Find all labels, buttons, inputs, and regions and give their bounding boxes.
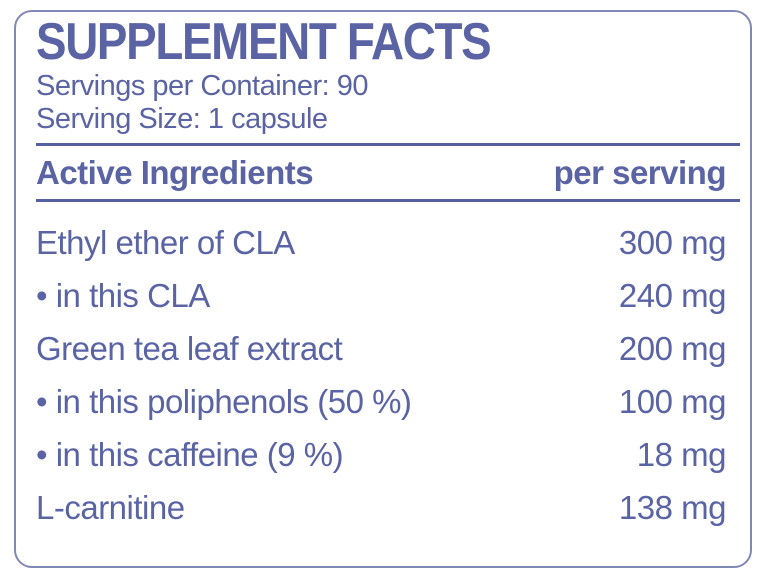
ingredient-table: Ethyl ether of CLA 300 mg • in this CLA … — [36, 202, 727, 534]
table-row: • in this poliphenols (50 %) 100 mg — [36, 375, 727, 428]
divider-below-header — [36, 199, 740, 202]
ingredient-amount: 100 mg — [618, 382, 727, 420]
table-row: Green tea leaf extract 200 mg — [36, 322, 727, 375]
ingredient-name: Ethyl ether of CLA — [36, 223, 295, 261]
ingredient-amount: 240 mg — [618, 276, 727, 314]
ingredient-amount: 138 mg — [618, 488, 727, 526]
panel-title: SUPPLEMENT FACTS — [36, 13, 492, 71]
servings-per-container: Servings per Container: 90 — [36, 70, 368, 102]
supplement-facts-panel: SUPPLEMENT FACTS Servings per Container:… — [14, 10, 752, 568]
ingredient-name: • in this CLA — [36, 276, 210, 314]
ingredient-name: • in this caffeine (9 %) — [36, 435, 344, 473]
table-row: • in this caffeine (9 %) 18 mg — [36, 428, 727, 481]
divider-above-header — [36, 143, 740, 146]
table-row: • in this CLA 240 mg — [36, 269, 727, 322]
table-row: L-carnitine 138 mg — [36, 481, 727, 534]
table-row: Ethyl ether of CLA 300 mg — [36, 216, 727, 269]
column-header-active-ingredients: Active Ingredients — [36, 153, 314, 191]
ingredient-name: Green tea leaf extract — [36, 329, 343, 367]
ingredient-amount: 300 mg — [618, 223, 727, 261]
serving-size: Serving Size: 1 capsule — [36, 103, 328, 135]
ingredient-name: • in this poliphenols (50 %) — [36, 382, 412, 420]
ingredient-name: L-carnitine — [36, 488, 185, 526]
ingredient-amount: 18 mg — [636, 435, 727, 473]
ingredient-amount: 200 mg — [618, 329, 727, 367]
column-header-per-serving: per serving — [553, 153, 727, 191]
table-header-row: Active Ingredients per serving — [36, 146, 727, 199]
